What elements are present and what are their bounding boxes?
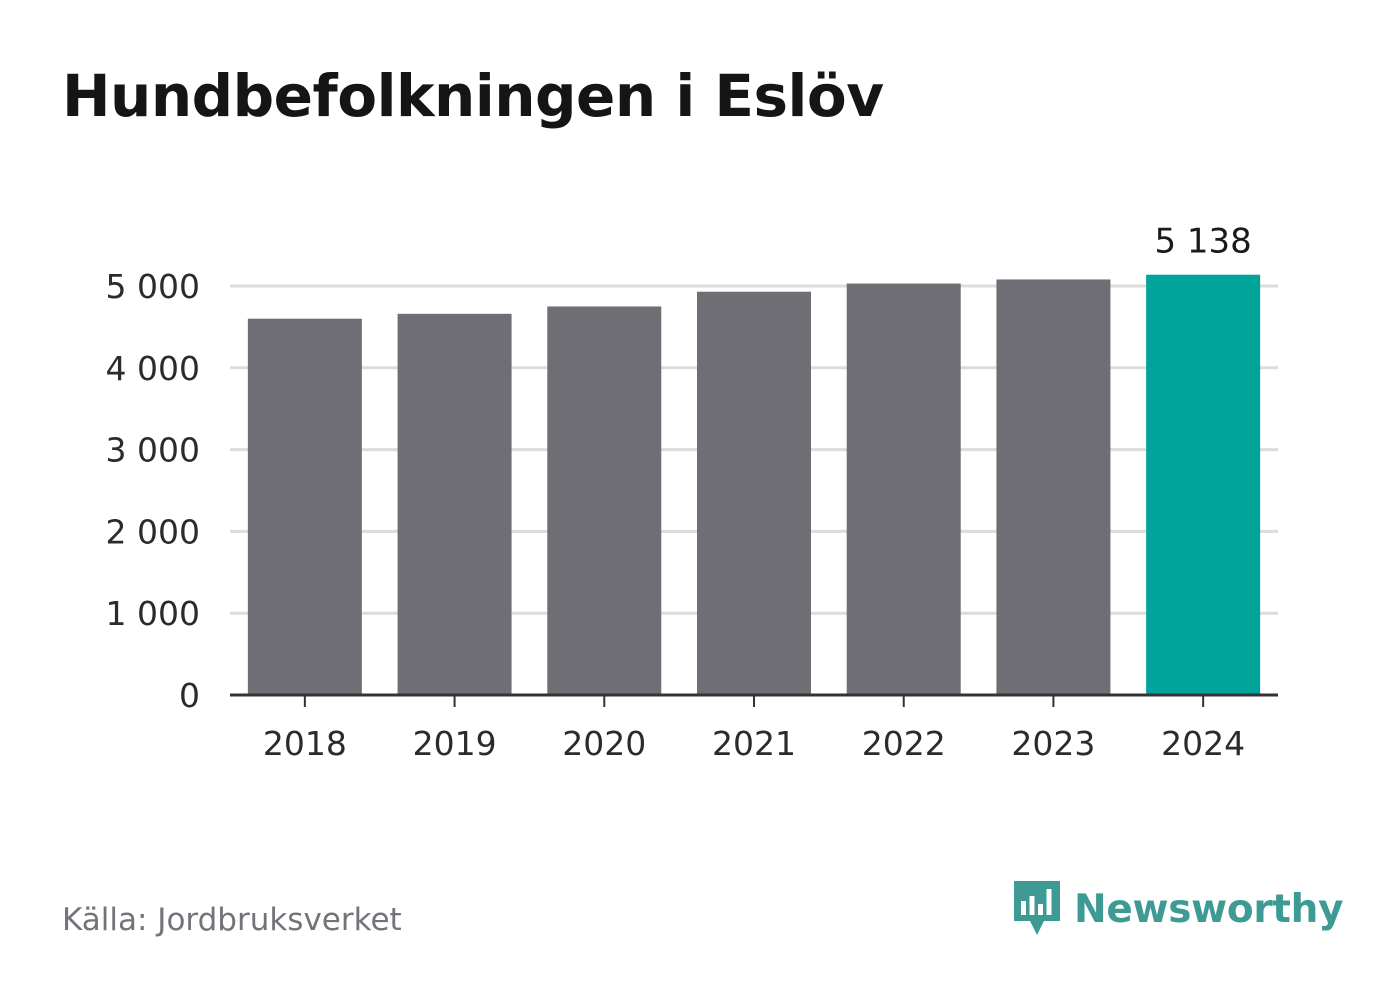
x-tick-label: 2021 [712, 724, 796, 763]
data-label: 5 138 [1154, 222, 1251, 262]
y-tick-label: 1 000 [106, 594, 200, 633]
bar-2024 [1146, 274, 1261, 695]
x-tick-label: 2022 [862, 724, 946, 763]
y-tick-label: 3 000 [106, 431, 200, 470]
bar-2019 [397, 313, 512, 695]
source-note: Källa: Jordbruksverket [62, 902, 402, 938]
bar-2018 [247, 318, 362, 695]
x-tick-label: 2019 [413, 724, 497, 763]
brand-name: Newsworthy [1074, 886, 1344, 932]
x-tick-label: 2018 [263, 724, 347, 763]
newsworthy-logo-icon [1014, 881, 1060, 935]
y-tick-label: 0 [179, 676, 200, 715]
x-tick-label: 2024 [1161, 724, 1245, 763]
brand-logo: Newsworthy [1012, 879, 1344, 939]
y-tick-label: 2 000 [106, 512, 200, 551]
y-tick-label: 4 000 [106, 349, 200, 388]
bars [247, 274, 1261, 695]
y-tick-label: 5 000 [106, 267, 200, 306]
chart-title: Hundbefolkningen i Eslöv [62, 62, 884, 130]
x-axis [230, 693, 1278, 707]
bar-2023 [996, 279, 1111, 695]
bar-2021 [697, 291, 811, 695]
labels: 0 1 000 2 000 3 000 4 000 5 000 2018 2019 2020 20… [106, 222, 1252, 763]
x-tick-label: 2023 [1011, 724, 1095, 763]
bar-2020 [547, 306, 662, 695]
x-tick-label: 2020 [562, 724, 646, 763]
bar-2022 [846, 283, 961, 695]
